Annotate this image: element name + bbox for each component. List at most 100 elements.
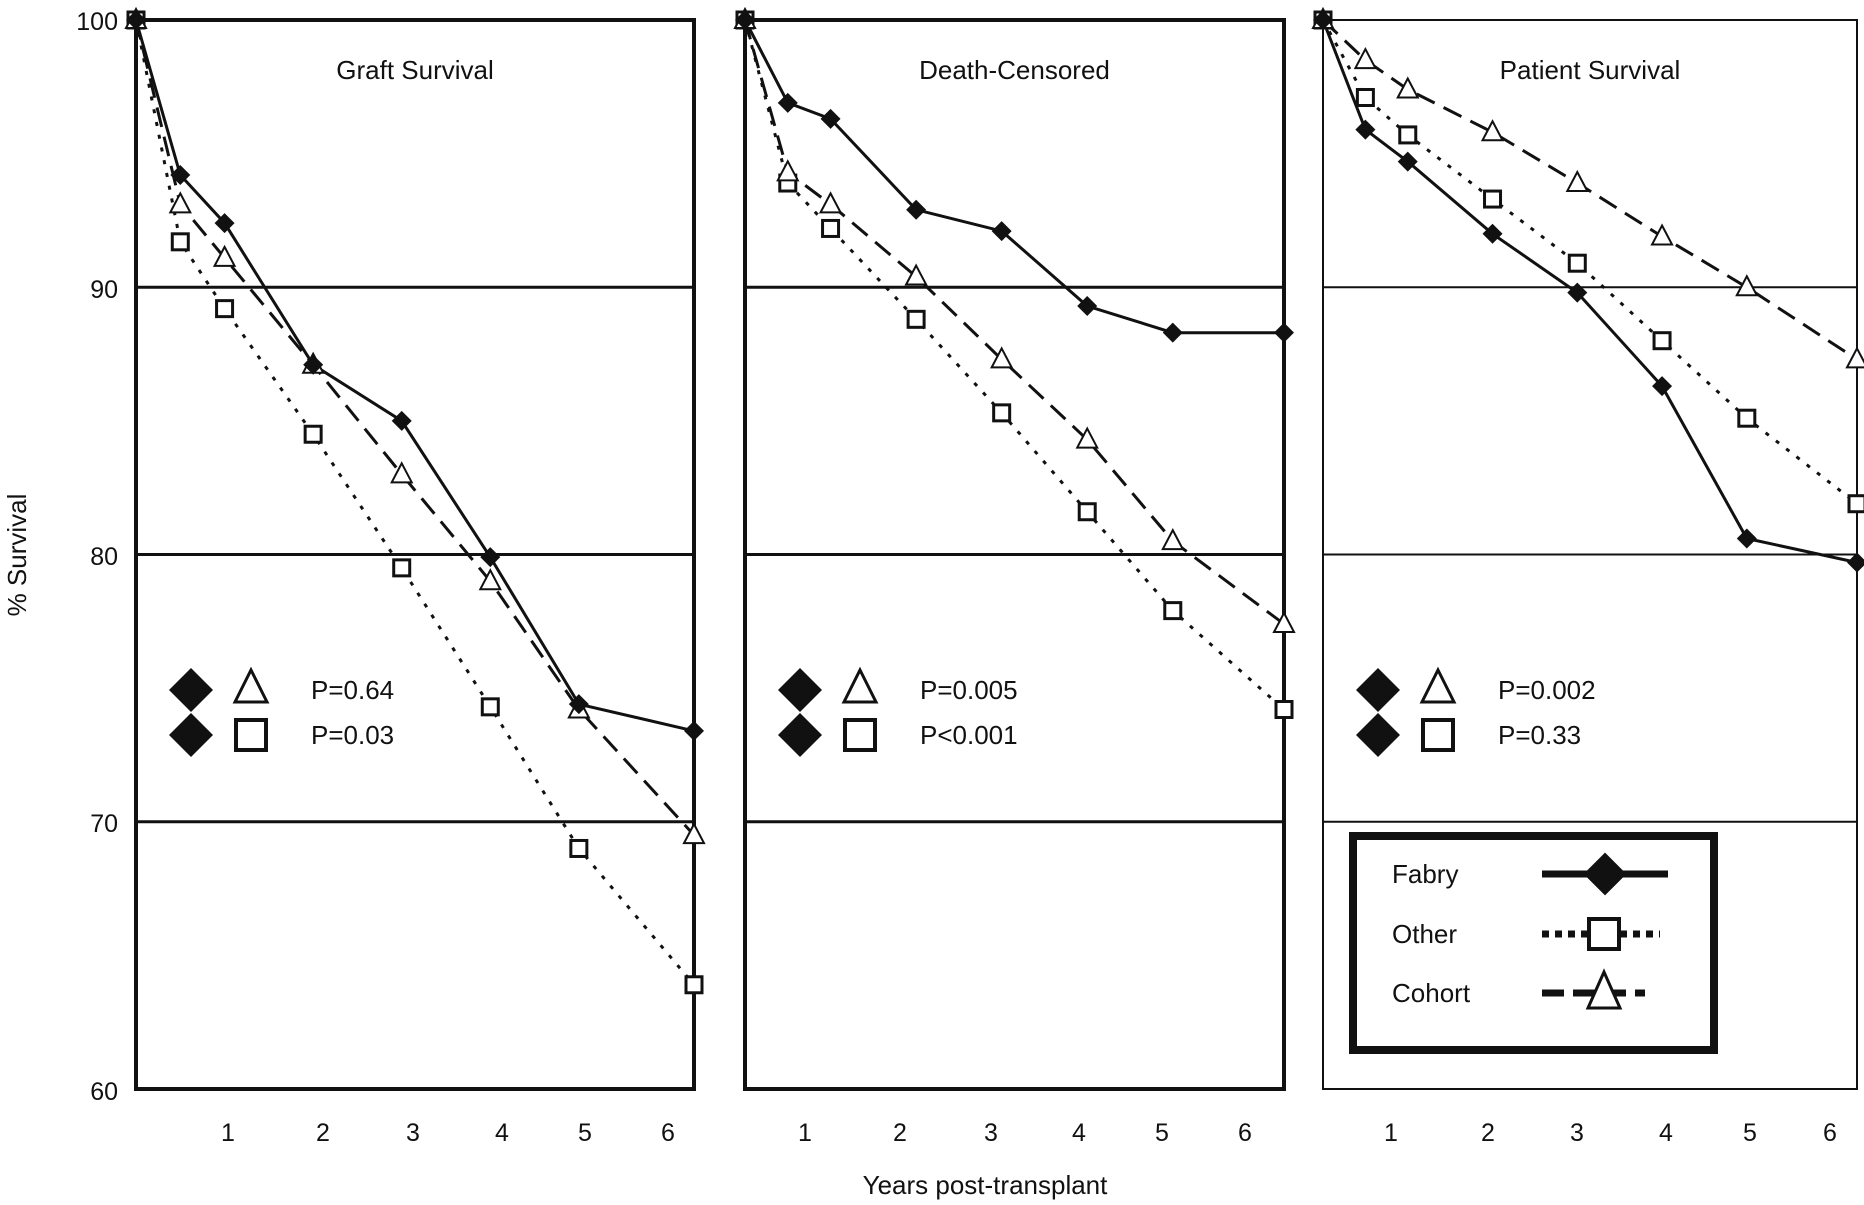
point-other (303, 424, 323, 444)
p-value-label: P=0.005 (920, 675, 1018, 705)
point-fabry (1736, 528, 1757, 549)
point-cohort (390, 461, 414, 484)
point-other (1274, 700, 1294, 720)
point-fabry (1274, 322, 1294, 343)
point-other (569, 838, 589, 858)
x-axis-label: Years post-transplant (863, 1170, 1109, 1200)
point-other (1398, 125, 1418, 145)
point-fabry (480, 547, 501, 568)
y-axis-label: % Survival (2, 494, 32, 617)
annotation-square-icon (843, 718, 877, 752)
point-fabry (1313, 10, 1333, 30)
point-other (1483, 189, 1503, 209)
panel-title: Patient Survival (1500, 55, 1681, 85)
point-cohort (1735, 274, 1759, 297)
point-cohort (168, 191, 192, 214)
x-tick-label: 6 (661, 1119, 675, 1147)
legend-label-fabry: Fabry (1392, 859, 1458, 889)
point-cohort (1075, 426, 1099, 449)
point-other (1355, 88, 1375, 108)
p-value-label: P=0.33 (1498, 720, 1581, 750)
x-tick-label: 5 (578, 1119, 592, 1147)
point-fabry (1652, 376, 1673, 397)
series-line-fabry (1321, 19, 1858, 564)
x-tick-label: 4 (1072, 1119, 1086, 1147)
point-fabry (820, 108, 841, 129)
point-fabry (1077, 295, 1098, 316)
point-fabry (391, 410, 412, 431)
point-fabry (568, 694, 589, 715)
point-other (1847, 494, 1864, 514)
point-cohort (1396, 76, 1420, 99)
point-cohort (818, 191, 843, 214)
point-fabry (684, 720, 704, 741)
point-other (215, 299, 235, 319)
point-other (1737, 408, 1757, 428)
p-value-label: P=0.64 (311, 675, 394, 705)
point-fabry (1397, 151, 1418, 172)
annotation-square-icon (234, 718, 268, 752)
annotation-triangle-icon (1419, 666, 1457, 704)
annotation-diamond-icon (169, 668, 213, 712)
point-fabry (126, 10, 146, 30)
y-tick-100: 100 (76, 8, 118, 36)
point-other (392, 558, 412, 578)
point-cohort (1480, 119, 1505, 142)
point-other (821, 218, 841, 238)
x-tick-label: 4 (1659, 1119, 1673, 1147)
point-other (1567, 253, 1587, 273)
x-tick-label: 2 (1481, 1119, 1495, 1147)
annotation-diamond-icon (169, 713, 213, 757)
point-fabry (906, 199, 927, 220)
annotation-diamond-icon (1356, 713, 1400, 757)
legend-square-icon (1587, 917, 1621, 951)
point-cohort (1845, 346, 1864, 369)
point-other (170, 232, 190, 252)
point-fabry (1355, 119, 1376, 140)
point-other (1077, 502, 1097, 522)
p-value-label: P<0.001 (920, 720, 1018, 750)
point-fabry (1847, 552, 1864, 573)
y-tick-80: 80 (90, 543, 118, 571)
x-tick-label: 6 (1238, 1119, 1252, 1147)
point-fabry (735, 10, 755, 30)
point-cohort (682, 821, 706, 845)
annotation-square-icon (1421, 718, 1455, 752)
p-value-label: P=0.03 (311, 720, 394, 750)
point-other (992, 403, 1012, 423)
x-tick-label: 5 (1743, 1119, 1757, 1147)
point-fabry (1482, 223, 1503, 244)
panel-title: Graft Survival (336, 55, 494, 85)
point-cohort (904, 263, 928, 286)
legend: Fabry Other Cohort (1349, 832, 1718, 1054)
x-tick-label: 6 (1823, 1119, 1837, 1147)
point-cohort (990, 346, 1014, 369)
point-fabry (1162, 322, 1183, 343)
series-line-cohort (743, 19, 1285, 626)
panel-death-censored: Death-Censored 1 2 3 4 5 6 P=0.005 P<0.001 (733, 6, 1296, 1147)
point-other (906, 309, 926, 329)
annotation-diamond-icon (1356, 668, 1400, 712)
point-cohort (478, 568, 502, 591)
x-tick-label: 1 (221, 1119, 235, 1147)
annotation-triangle-icon (841, 666, 879, 704)
y-tick-90: 90 (90, 276, 118, 304)
point-fabry (303, 354, 324, 375)
annotation-triangle-icon (232, 666, 270, 704)
legend-label-other: Other (1392, 919, 1457, 949)
point-cohort (1650, 223, 1674, 246)
annotation-diamond-icon (778, 713, 822, 757)
legend-triangle-icon (1585, 968, 1623, 1010)
series-line-fabry (134, 19, 695, 733)
legend-label-cohort: Cohort (1392, 978, 1471, 1008)
x-tick-label: 1 (1384, 1119, 1398, 1147)
point-fabry (170, 165, 191, 186)
point-cohort (1272, 610, 1296, 633)
x-tick-label: 4 (495, 1119, 509, 1147)
point-cohort (1565, 169, 1589, 193)
p-value-label: P=0.002 (1498, 675, 1596, 705)
series-line-cohort (134, 19, 696, 837)
point-fabry (991, 221, 1012, 242)
y-tick-60: 60 (90, 1078, 118, 1106)
